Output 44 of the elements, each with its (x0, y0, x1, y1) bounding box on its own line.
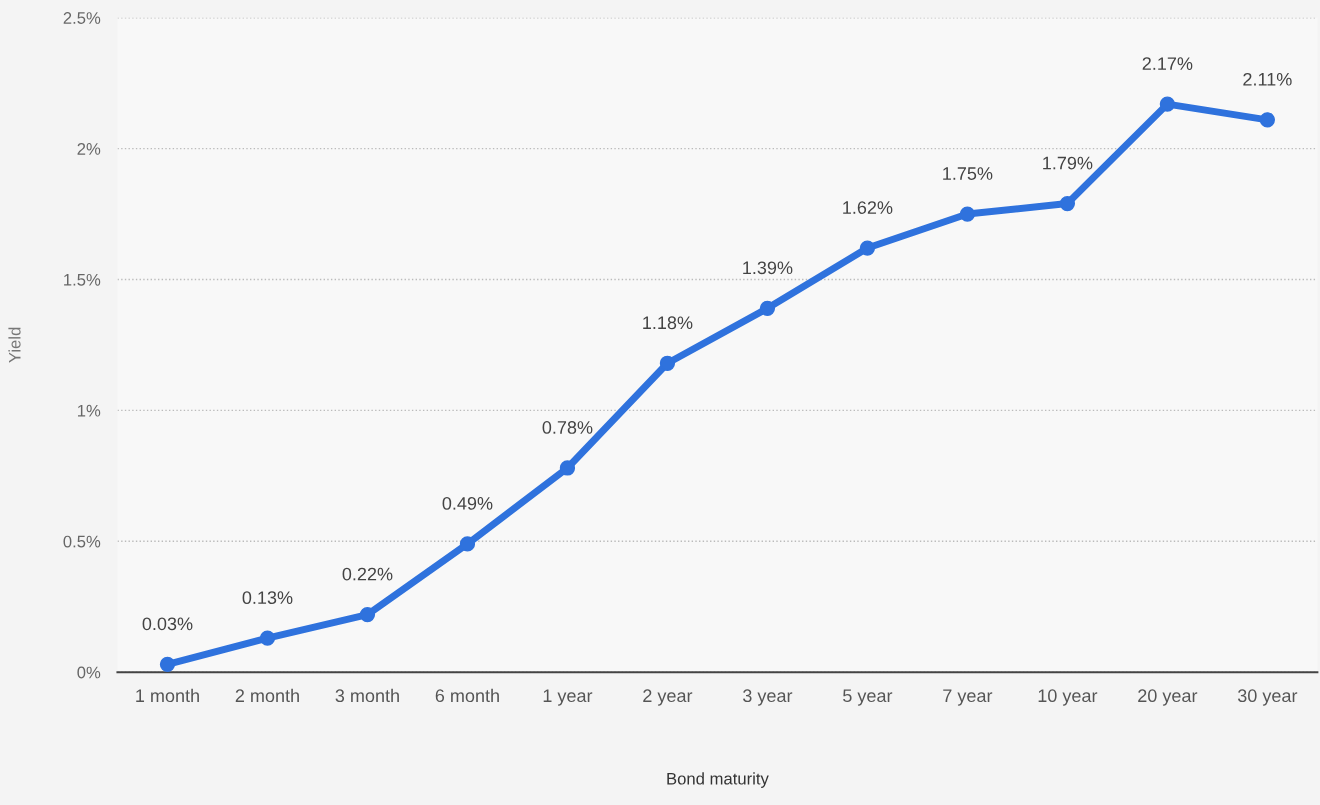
data-label: 2.17% (1142, 57, 1193, 70)
y-axis-title: Yield (8, 327, 21, 363)
point (259, 630, 276, 646)
y-tick-label: 2% (77, 143, 101, 155)
y-tick-label: 2.5% (63, 12, 101, 24)
data-label: 1.62% (843, 201, 893, 214)
point (1159, 96, 1176, 112)
data-label: 1.75% (943, 167, 993, 180)
x-tick-label: 7 year (943, 689, 993, 706)
x-tick-label: 1 month (136, 688, 199, 703)
data-label: 1.18% (643, 316, 693, 330)
data-label: 0.03% (142, 617, 193, 631)
point (959, 206, 976, 222)
data-label: 1.39% (743, 261, 793, 275)
data-label: 0.78% (542, 421, 593, 434)
point (459, 536, 476, 552)
data-label: 0.22% (342, 567, 393, 581)
point (859, 240, 876, 256)
point (759, 300, 776, 316)
x-tick-label: 20 year (1138, 689, 1198, 706)
y-tick-label: 0.5% (63, 535, 101, 548)
point (559, 460, 576, 476)
point (1059, 195, 1076, 212)
x-tick-label: 10 year (1038, 689, 1098, 706)
x-tick-label: 2 month (235, 688, 299, 703)
y-tick-label: 1% (78, 404, 101, 417)
data-label: 1.79% (1043, 156, 1093, 170)
data-label: 0.13% (242, 591, 293, 605)
x-tick-label: 5 year (843, 689, 893, 706)
x-tick-label: 3 month (335, 688, 399, 703)
x-axis-title: Bond maturity (667, 772, 769, 788)
x-tick-label: 30 year (1237, 689, 1298, 706)
point (159, 656, 176, 672)
data-label: 2.11% (1243, 72, 1292, 86)
x-tick-label: 1 year (543, 689, 593, 706)
point (1259, 112, 1276, 128)
x-tick-label: 6 month (435, 688, 499, 703)
point (659, 355, 676, 371)
y-tick-label: 0% (77, 666, 101, 679)
y-tick-label: 1.5% (64, 273, 101, 286)
data-label: 0.49% (442, 496, 493, 510)
point (359, 606, 376, 623)
x-tick-label: 2 year (643, 689, 693, 706)
x-tick-label: 3 year (743, 689, 793, 706)
